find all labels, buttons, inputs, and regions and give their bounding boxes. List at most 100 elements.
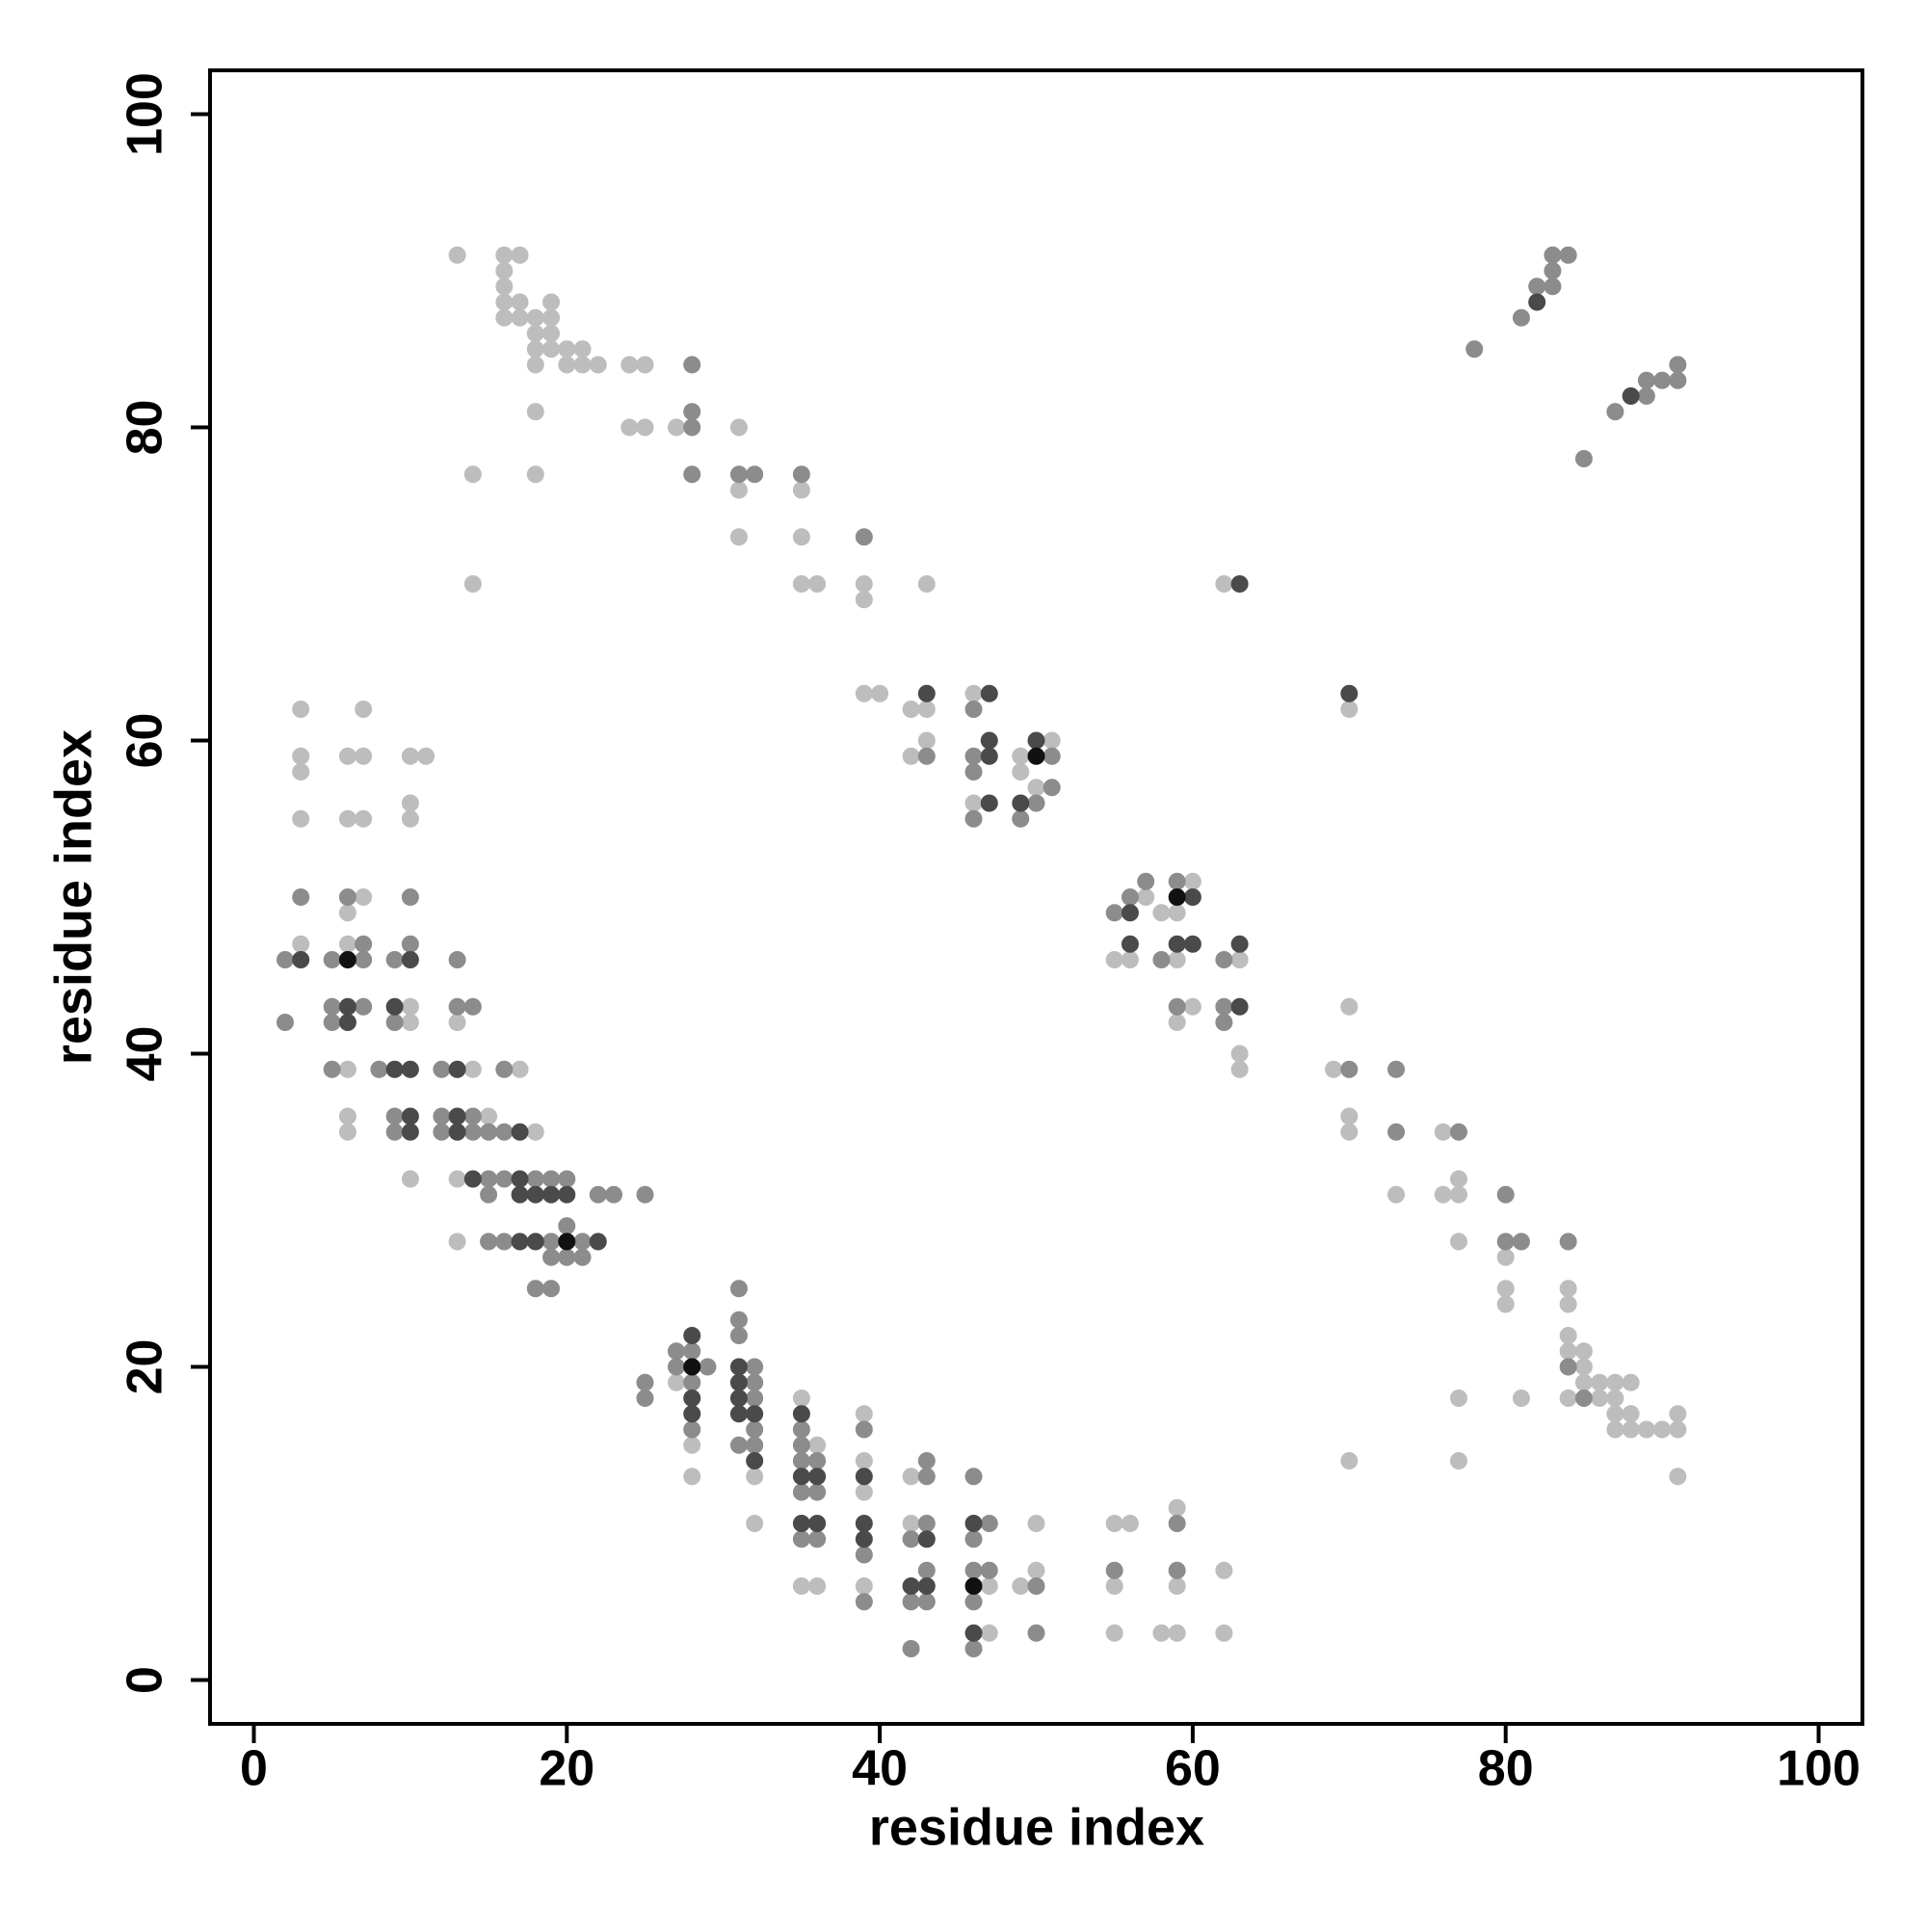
point (964, 809, 983, 828)
point (526, 1232, 544, 1251)
point (542, 1185, 561, 1204)
point (1027, 779, 1045, 797)
point (1168, 951, 1186, 968)
point (1168, 1498, 1186, 1517)
point (448, 951, 466, 968)
point (792, 1436, 810, 1454)
point (902, 1530, 920, 1548)
point (1215, 1624, 1233, 1642)
point (1574, 1373, 1593, 1391)
point (1559, 1280, 1577, 1298)
point (323, 1014, 341, 1031)
point (729, 1327, 748, 1344)
y-axis-title: residue index (44, 729, 102, 1065)
point (1606, 1420, 1624, 1439)
point (1496, 1280, 1515, 1298)
point (338, 747, 356, 765)
point (1544, 278, 1562, 296)
point (480, 1232, 498, 1251)
point (1230, 1060, 1249, 1078)
point (511, 1232, 529, 1251)
point (511, 1060, 529, 1078)
point (1027, 1577, 1045, 1595)
point (542, 1232, 561, 1251)
point (792, 1530, 810, 1548)
point (1606, 1373, 1624, 1391)
point (1121, 951, 1139, 968)
point (1496, 1185, 1515, 1204)
point (401, 1170, 419, 1188)
point (1012, 747, 1030, 765)
point (792, 1405, 810, 1423)
point (1152, 1624, 1171, 1642)
point (526, 325, 544, 342)
point (355, 747, 373, 765)
point (573, 356, 592, 374)
point (1559, 1327, 1577, 1344)
point (511, 1170, 529, 1188)
point (980, 747, 998, 765)
point (964, 794, 983, 812)
point (636, 1185, 654, 1204)
point (463, 1060, 482, 1078)
point (1105, 1515, 1123, 1532)
point (729, 465, 748, 484)
point (902, 1468, 920, 1486)
point (1105, 1577, 1123, 1595)
point (401, 794, 419, 812)
point (792, 1483, 810, 1501)
point (526, 1123, 544, 1141)
point (448, 1123, 466, 1141)
point (1637, 371, 1655, 389)
point (1449, 1452, 1467, 1469)
point (1512, 308, 1530, 327)
point (558, 1217, 576, 1235)
point (792, 1515, 810, 1532)
point (1340, 1452, 1359, 1469)
point (729, 418, 748, 437)
point (917, 1515, 936, 1532)
point (1340, 1107, 1359, 1125)
point (1183, 997, 1201, 1016)
point (338, 997, 356, 1016)
point (917, 1577, 936, 1595)
point (1152, 951, 1171, 968)
point (542, 308, 561, 327)
point (917, 1452, 936, 1469)
point (292, 701, 310, 718)
point (855, 528, 873, 546)
point (746, 1468, 764, 1486)
point (401, 1107, 419, 1125)
point (746, 1358, 764, 1376)
point (729, 1280, 748, 1298)
point (1544, 262, 1562, 279)
point (292, 747, 310, 765)
point (1215, 1014, 1233, 1031)
point (980, 1577, 998, 1595)
point (683, 418, 701, 437)
point (980, 684, 998, 702)
point (1183, 872, 1201, 890)
point (855, 1593, 873, 1611)
point (1121, 904, 1139, 922)
point (448, 1060, 466, 1078)
point (902, 1515, 920, 1532)
point (448, 1014, 466, 1031)
point (1387, 1185, 1406, 1204)
point (980, 1515, 998, 1532)
point (511, 1185, 529, 1204)
point (292, 763, 310, 781)
point (746, 1452, 764, 1469)
point (855, 1452, 873, 1469)
point (1574, 1389, 1593, 1407)
point (620, 356, 639, 374)
point (1528, 293, 1546, 311)
y-tick-label: 20 (118, 1339, 173, 1395)
point (855, 1546, 873, 1564)
point (1121, 888, 1139, 906)
point (1591, 1389, 1609, 1407)
point (355, 935, 373, 953)
point (1340, 1060, 1359, 1078)
point (480, 1170, 498, 1188)
